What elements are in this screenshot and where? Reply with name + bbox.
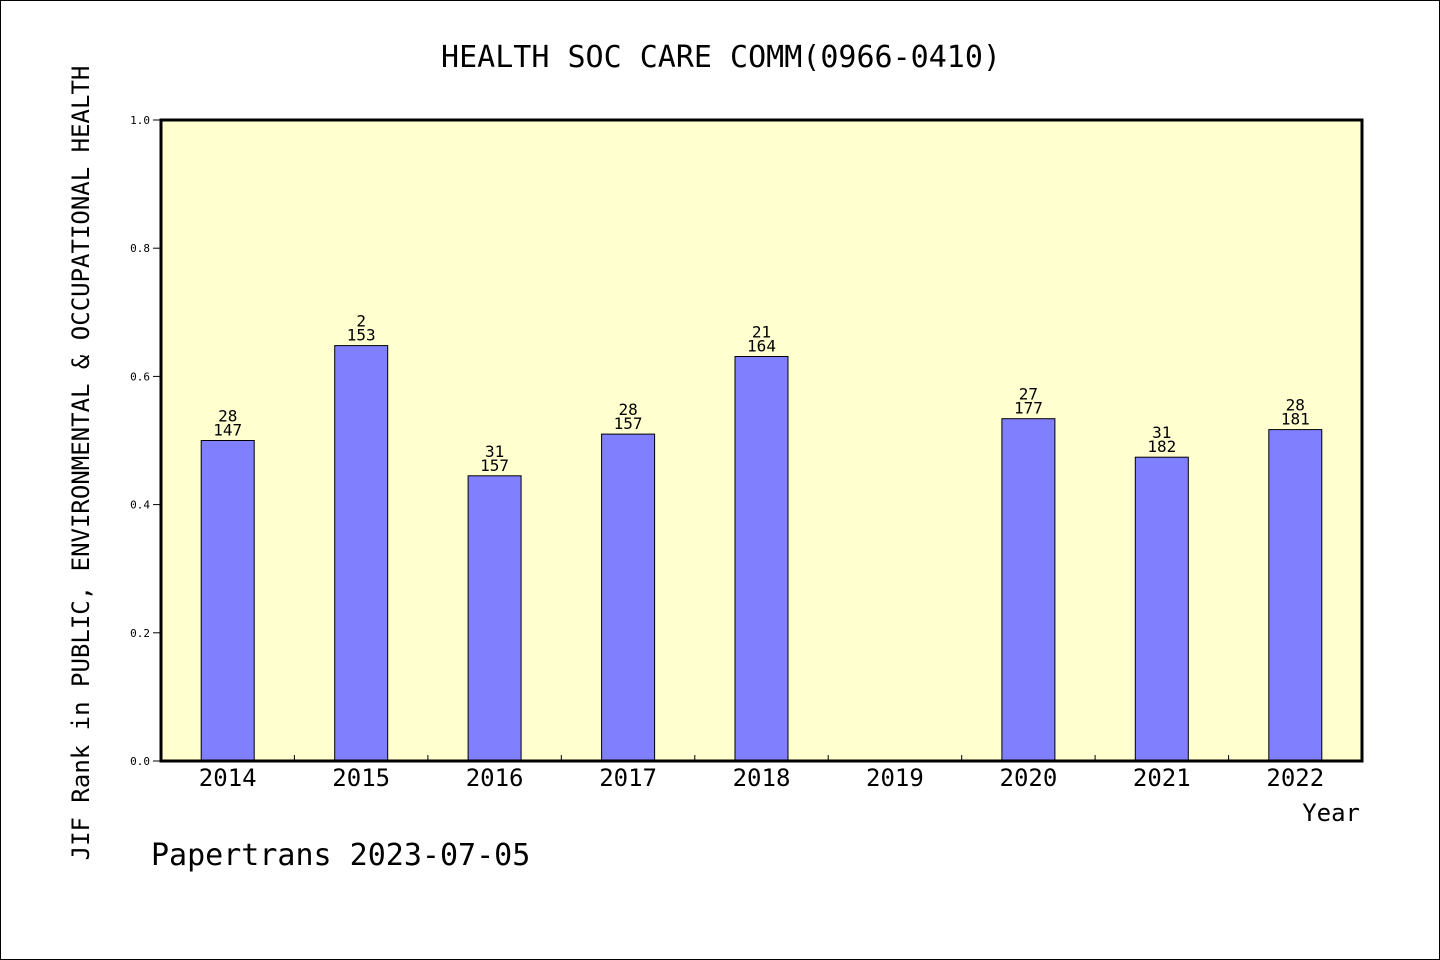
y-axis-label: JIF Rank in PUBLIC, ENVIRONMENTAL & OCCU… (67, 66, 95, 861)
x-tick-label-2014: 2014 (199, 764, 257, 792)
y-tick-label: 0.0 (130, 755, 150, 768)
x-tick-label-2016: 2016 (466, 764, 524, 792)
y-tick-label: 0.4 (130, 499, 150, 512)
x-axis-label: Year (1302, 799, 1360, 827)
bar-rank-label-2022: 28 (1286, 396, 1305, 415)
bar-rank-label-2017: 28 (618, 400, 637, 419)
x-tick-label-2019: 2019 (866, 764, 924, 792)
bar-rank-label-2020: 27 (1019, 385, 1038, 404)
x-tick-label-2022: 2022 (1266, 764, 1324, 792)
bar-2020 (1001, 418, 1056, 762)
x-axis: 2014 2015 2016 2017 2018 2019 2020 2021 2022 (199, 755, 1324, 792)
chart-title: HEALTH SOC CARE COMM(0966-0410) (441, 40, 1001, 75)
bar-rank-label-2014: 28 (218, 407, 237, 426)
bars-layer (200, 345, 1323, 762)
bar-total-label-2015: 153 (347, 326, 376, 345)
bar-total-label-2017: 157 (614, 414, 643, 433)
bar-2018 (734, 356, 789, 762)
y-tick-label: 0.6 (130, 370, 150, 383)
bar-2015 (334, 345, 389, 762)
bar-2017 (601, 433, 656, 762)
bar-total-label-2022: 181 (1281, 410, 1310, 429)
bar-rank-label-2015: 2 (356, 312, 366, 331)
y-tick-label: 0.2 (130, 627, 150, 640)
footer-credit: Papertrans 2023-07-05 (151, 838, 530, 873)
bar-total-label-2016: 157 (480, 456, 509, 475)
bar-total-label-2014: 147 (213, 421, 242, 440)
x-tick-label-2015: 2015 (332, 764, 390, 792)
x-tick-label-2018: 2018 (733, 764, 791, 792)
y-tick-label: 1.0 (130, 114, 150, 127)
x-tick-label-2021: 2021 (1133, 764, 1191, 792)
y-tick-label: 0.8 (130, 242, 150, 255)
bar-total-label-2020: 177 (1014, 399, 1043, 418)
bar-2022 (1268, 429, 1323, 762)
bar-2014 (200, 440, 255, 762)
x-tick-label-2020: 2020 (1000, 764, 1058, 792)
bar-rank-label-2018: 21 (752, 323, 771, 342)
y-axis: 0.0 0.2 0.4 0.6 0.8 1.0 (130, 114, 161, 768)
bar-2016 (467, 475, 522, 762)
plot-border (159, 118, 1364, 763)
bar-2021 (1134, 456, 1189, 762)
bar-rank-label-2016: 31 (485, 442, 504, 461)
bar-rank-label-2021: 31 (1152, 423, 1171, 442)
bar-total-label-2021: 182 (1147, 437, 1176, 456)
bar-total-label-2018: 164 (747, 337, 776, 356)
x-tick-label-2017: 2017 (599, 764, 657, 792)
